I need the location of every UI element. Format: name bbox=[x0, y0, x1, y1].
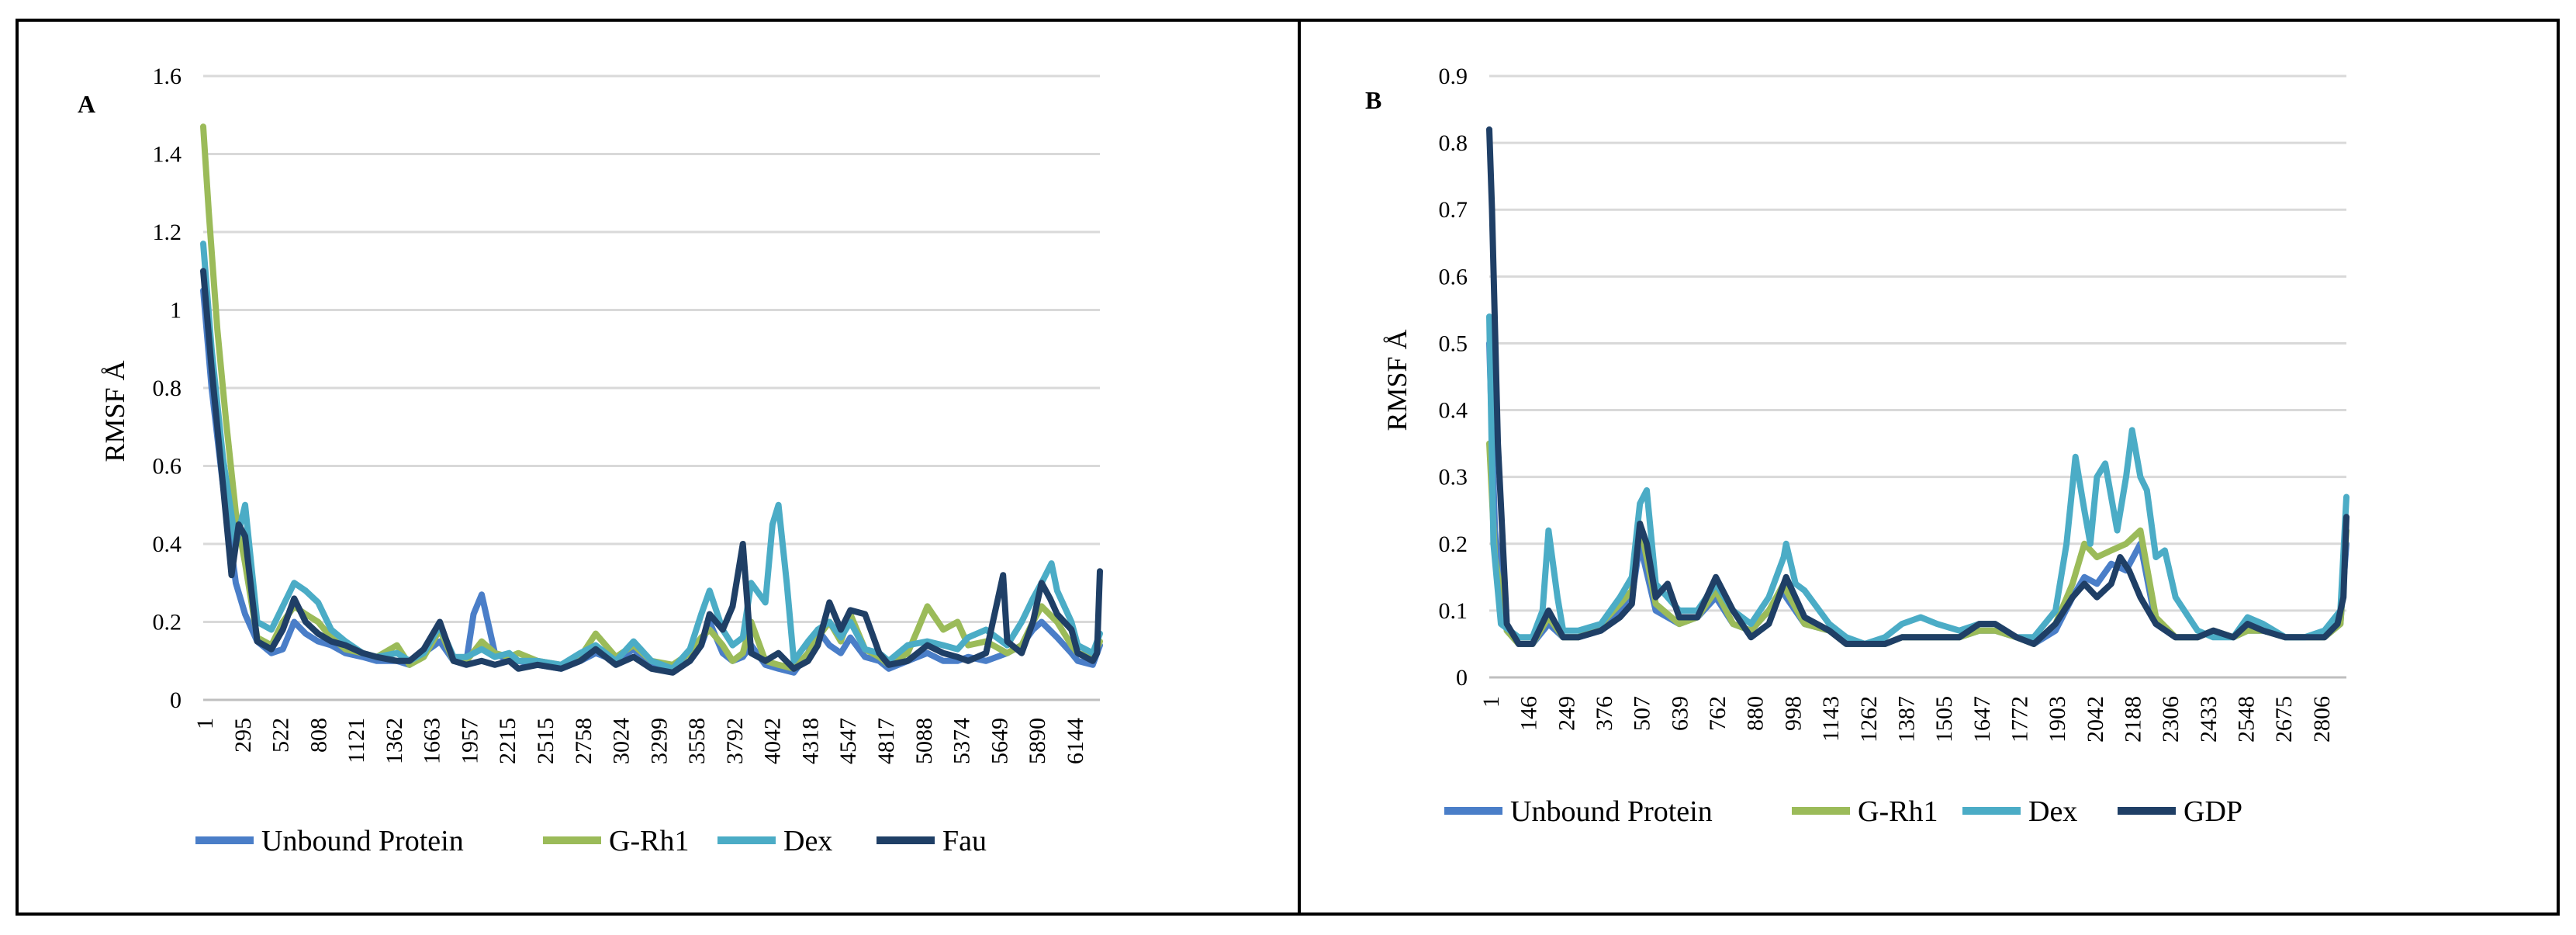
y-tick-label: 0.8 bbox=[153, 376, 182, 401]
x-tick-label: 998 bbox=[1780, 696, 1806, 731]
x-tick-label: 3558 bbox=[684, 718, 710, 764]
y-tick-label: 0.9 bbox=[1439, 64, 1468, 89]
legend-label: G-Rh1 bbox=[609, 825, 689, 857]
x-ticks-b: 1 146 249 376 507 639 762 880 998 1143 1262 1387 150… bbox=[1478, 696, 2335, 743]
y-tick-label: 0.4 bbox=[1439, 398, 1468, 424]
y-ticks-a: 0 0.2 0.4 0.6 0.8 1 1.2 1.4 1.6 bbox=[153, 64, 182, 713]
x-tick-label: 3024 bbox=[609, 718, 634, 764]
y-tick-label: 1 bbox=[170, 298, 182, 324]
x-tick-label: 3299 bbox=[646, 718, 672, 764]
legend-label: G-Rh1 bbox=[1858, 795, 1938, 828]
x-tick-label: 2515 bbox=[533, 718, 558, 764]
legend-label: Unbound Protein bbox=[1510, 795, 1713, 828]
y-tick-label: 0.2 bbox=[153, 610, 182, 635]
y-tick-label: 0.8 bbox=[1439, 130, 1468, 156]
series-a bbox=[200, 123, 1103, 676]
y-axis-label-a: RMSF Å bbox=[99, 360, 130, 462]
x-ticks-a: 1 295 522 808 1121 1362 1663 1957 2215 2515 2758 30… bbox=[192, 718, 1088, 764]
y-tick-label: 0.6 bbox=[153, 454, 182, 480]
x-tick-label: 1387 bbox=[1893, 696, 1919, 743]
x-tick-label: 2042 bbox=[2083, 696, 2108, 743]
x-tick-label: 1121 bbox=[344, 718, 369, 764]
x-tick-label: 2433 bbox=[2196, 696, 2222, 743]
x-tick-label: 1663 bbox=[420, 718, 445, 764]
x-tick-label: 2306 bbox=[2158, 696, 2184, 743]
y-axis-label-b: RMSF Å bbox=[1381, 329, 1412, 431]
legend-b: Unbound Protein G-Rh1 Dex GDP bbox=[1444, 795, 2242, 828]
x-tick-label: 1262 bbox=[1856, 696, 1882, 743]
y-tick-label: 0.1 bbox=[1439, 598, 1468, 624]
x-tick-label: 4318 bbox=[797, 718, 823, 764]
x-tick-label: 376 bbox=[1592, 696, 1617, 731]
panel-label-a: A bbox=[78, 90, 95, 118]
x-tick-label: 1772 bbox=[2007, 696, 2032, 743]
legend-label: Dex bbox=[2028, 795, 2077, 828]
y-tick-label: 0.4 bbox=[153, 532, 182, 557]
x-tick-label: 522 bbox=[268, 718, 294, 753]
x-tick-label: 249 bbox=[1554, 696, 1579, 731]
x-tick-label: 1903 bbox=[2045, 696, 2070, 743]
series-b bbox=[1486, 126, 2350, 647]
x-tick-label: 808 bbox=[306, 718, 331, 753]
series-line-gdp bbox=[1486, 126, 2350, 647]
x-tick-label: 4042 bbox=[760, 718, 786, 764]
y-ticks-b: 0 0.1 0.2 0.3 0.4 0.5 0.6 0.7 0.8 0.9 bbox=[1439, 64, 1468, 691]
x-tick-label: 2215 bbox=[495, 718, 520, 764]
x-tick-label: 1505 bbox=[1931, 696, 1957, 743]
x-tick-label: 146 bbox=[1516, 696, 1542, 731]
x-tick-label: 880 bbox=[1743, 696, 1769, 731]
x-tick-label: 2806 bbox=[2309, 696, 2335, 743]
x-tick-label: 295 bbox=[230, 718, 256, 753]
y-tick-label: 0.3 bbox=[1439, 465, 1468, 490]
series-line-fau bbox=[200, 268, 1103, 676]
x-tick-label: 2675 bbox=[2271, 696, 2297, 743]
x-tick-label: 4547 bbox=[835, 718, 861, 764]
y-tick-label: 0 bbox=[170, 687, 182, 713]
x-tick-label: 2188 bbox=[2121, 696, 2146, 743]
panel-label-b: B bbox=[1365, 86, 1381, 114]
y-tick-label: 0.7 bbox=[1439, 197, 1468, 223]
y-tick-label: 1.4 bbox=[153, 142, 182, 168]
series-line-dex bbox=[200, 241, 1103, 672]
x-tick-label: 639 bbox=[1667, 696, 1693, 731]
grid-a bbox=[203, 74, 1100, 701]
x-tick-label: 3792 bbox=[722, 718, 748, 764]
legend-label: GDP bbox=[2184, 795, 2242, 828]
x-tick-label: 5374 bbox=[949, 718, 975, 764]
x-tick-label: 507 bbox=[1630, 696, 1655, 731]
panel-a: A RMSF Å 0 0.2 0.4 0.6 0.8 1 1.2 1.4 1.6 1 295 522… bbox=[16, 19, 1301, 916]
legend-label: Dex bbox=[783, 825, 832, 857]
y-tick-label: 0 bbox=[1456, 665, 1468, 691]
y-tick-label: 0.6 bbox=[1439, 264, 1468, 289]
x-tick-label: 1 bbox=[1478, 696, 1504, 708]
x-tick-label: 4817 bbox=[873, 718, 899, 764]
grid-b bbox=[1489, 74, 2346, 679]
x-tick-label: 1143 bbox=[1818, 696, 1844, 742]
legend-label: Unbound Protein bbox=[261, 825, 464, 857]
legend-a: Unbound Protein G-Rh1 Dex Fau bbox=[195, 825, 987, 857]
x-tick-label: 1362 bbox=[382, 718, 407, 764]
x-tick-label: 5890 bbox=[1025, 718, 1050, 764]
y-tick-label: 0.5 bbox=[1439, 331, 1468, 356]
x-tick-label: 2758 bbox=[571, 718, 596, 764]
legend-label: Fau bbox=[942, 825, 987, 857]
x-tick-label: 5649 bbox=[987, 718, 1012, 764]
x-tick-label: 1957 bbox=[457, 718, 482, 764]
x-tick-label: 6144 bbox=[1063, 718, 1088, 764]
x-tick-label: 762 bbox=[1705, 696, 1731, 731]
y-tick-label: 1.2 bbox=[153, 220, 182, 245]
x-tick-label: 1 bbox=[192, 718, 218, 729]
series-line-dex bbox=[1486, 313, 2350, 647]
y-tick-label: 0.2 bbox=[1439, 532, 1468, 557]
y-tick-label: 1.6 bbox=[153, 64, 182, 89]
x-tick-label: 5088 bbox=[911, 718, 937, 764]
x-tick-label: 2548 bbox=[2234, 696, 2260, 743]
x-tick-label: 1647 bbox=[1969, 696, 1995, 743]
